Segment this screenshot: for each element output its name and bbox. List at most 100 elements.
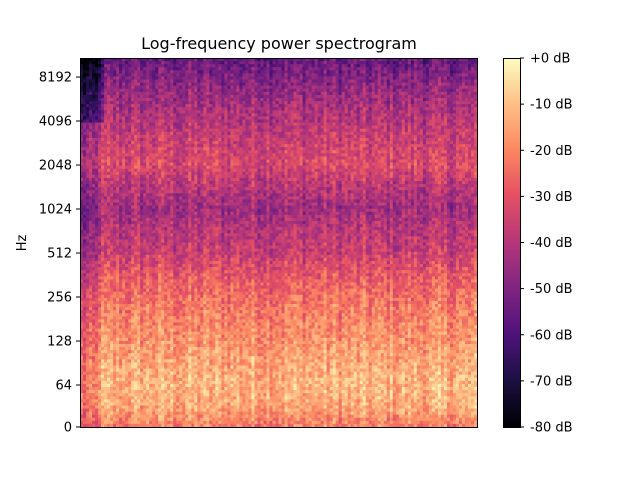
heatmap-cell bbox=[134, 61, 138, 65]
heatmap-cell bbox=[431, 85, 436, 90]
heatmap-cell bbox=[455, 73, 460, 78]
heatmap-cell bbox=[422, 70, 427, 74]
heatmap-cell bbox=[239, 79, 244, 84]
heatmap-cell bbox=[236, 85, 240, 90]
heatmap-cell bbox=[227, 82, 231, 87]
heatmap-cell bbox=[404, 85, 409, 90]
heatmap-cell bbox=[236, 70, 240, 74]
heatmap-cell bbox=[164, 70, 168, 74]
heatmap-cell bbox=[182, 88, 186, 93]
heatmap-cell bbox=[209, 94, 213, 99]
heatmap-cell bbox=[383, 94, 388, 99]
heatmap-cell bbox=[119, 76, 123, 81]
heatmap-cell bbox=[353, 61, 358, 65]
heatmap-cell bbox=[422, 67, 427, 71]
heatmap-cell bbox=[230, 97, 234, 102]
heatmap-cell bbox=[383, 79, 388, 84]
heatmap-cell bbox=[278, 61, 283, 65]
heatmap-cell bbox=[356, 58, 361, 62]
heatmap-cell bbox=[458, 61, 463, 65]
heatmap-cell bbox=[167, 76, 171, 81]
heatmap-cell bbox=[146, 67, 150, 71]
heatmap-cell bbox=[398, 85, 403, 90]
heatmap-cell bbox=[143, 94, 147, 99]
heatmap-cell bbox=[419, 67, 424, 71]
heatmap-cell bbox=[101, 73, 105, 78]
heatmap-cell bbox=[287, 97, 292, 102]
heatmap-cell bbox=[323, 97, 328, 102]
heatmap-cell bbox=[440, 58, 445, 62]
heatmap-cell bbox=[134, 67, 138, 71]
heatmap-cell bbox=[128, 101, 132, 105]
heatmap-cell bbox=[392, 67, 397, 71]
heatmap-cell bbox=[176, 61, 180, 65]
heatmap-cell bbox=[446, 58, 451, 62]
heatmap-cell bbox=[401, 73, 406, 78]
heatmap-cell bbox=[125, 61, 129, 65]
heatmap-cell bbox=[182, 73, 186, 78]
heatmap-cell bbox=[293, 76, 298, 81]
heatmap-cell bbox=[200, 70, 204, 74]
heatmap-cell bbox=[155, 61, 159, 65]
heatmap-cell bbox=[257, 76, 262, 81]
heatmap-cell bbox=[416, 82, 421, 87]
heatmap-cell bbox=[95, 79, 99, 84]
heatmap-cell bbox=[146, 101, 150, 105]
heatmap-cell bbox=[200, 73, 204, 78]
heatmap-cell bbox=[293, 79, 298, 84]
heatmap-cell bbox=[416, 61, 421, 65]
heatmap-cell bbox=[398, 64, 403, 68]
heatmap-cell bbox=[308, 91, 313, 96]
heatmap-cell bbox=[152, 79, 156, 84]
heatmap-cell bbox=[449, 97, 454, 102]
heatmap-cell bbox=[113, 101, 117, 105]
heatmap-cell bbox=[371, 91, 376, 96]
heatmap-cell bbox=[110, 64, 114, 68]
heatmap-cell bbox=[167, 82, 171, 87]
heatmap-cell bbox=[122, 85, 126, 90]
heatmap-cell bbox=[365, 82, 370, 87]
heatmap-cell bbox=[272, 58, 277, 62]
heatmap-cell bbox=[368, 64, 373, 68]
heatmap-cell bbox=[155, 67, 159, 71]
heatmap-cell bbox=[425, 82, 430, 87]
heatmap-cell bbox=[320, 61, 325, 65]
heatmap-cell bbox=[410, 97, 415, 102]
heatmap-cell bbox=[314, 82, 319, 87]
heatmap-cell bbox=[119, 85, 123, 90]
heatmap-cell bbox=[230, 61, 234, 65]
heatmap-cell bbox=[122, 73, 126, 78]
heatmap-cell bbox=[227, 64, 231, 68]
heatmap-cell bbox=[470, 88, 475, 93]
heatmap-cell bbox=[365, 97, 370, 102]
heatmap-cell bbox=[83, 101, 87, 105]
heatmap-cell bbox=[260, 82, 265, 87]
heatmap-cell bbox=[446, 94, 451, 99]
heatmap-cell bbox=[329, 94, 334, 99]
heatmap-cell bbox=[452, 70, 457, 74]
heatmap-cell bbox=[86, 70, 90, 74]
heatmap-cell bbox=[452, 97, 457, 102]
heatmap-cell bbox=[113, 91, 117, 96]
heatmap-cell bbox=[329, 97, 334, 102]
heatmap-cell bbox=[182, 82, 186, 87]
heatmap-cell bbox=[275, 97, 280, 102]
heatmap-cell bbox=[140, 88, 144, 93]
heatmap-cell bbox=[293, 85, 298, 90]
heatmap-cell bbox=[350, 64, 355, 68]
heatmap-cell bbox=[395, 85, 400, 90]
heatmap-cell bbox=[239, 70, 244, 74]
heatmap-cell bbox=[146, 76, 150, 81]
heatmap-cell bbox=[326, 64, 331, 68]
heatmap-cell bbox=[323, 70, 328, 74]
heatmap-cell bbox=[80, 61, 84, 65]
heatmap-cell bbox=[233, 91, 237, 96]
heatmap-cell bbox=[473, 58, 478, 62]
heatmap-cell bbox=[137, 76, 141, 81]
spectrogram-heatmap bbox=[80, 58, 478, 428]
heatmap-cell bbox=[284, 88, 289, 93]
heatmap-cell bbox=[389, 61, 394, 65]
heatmap-cell bbox=[353, 64, 358, 68]
heatmap-cell bbox=[329, 64, 334, 68]
heatmap-cell bbox=[80, 58, 84, 62]
